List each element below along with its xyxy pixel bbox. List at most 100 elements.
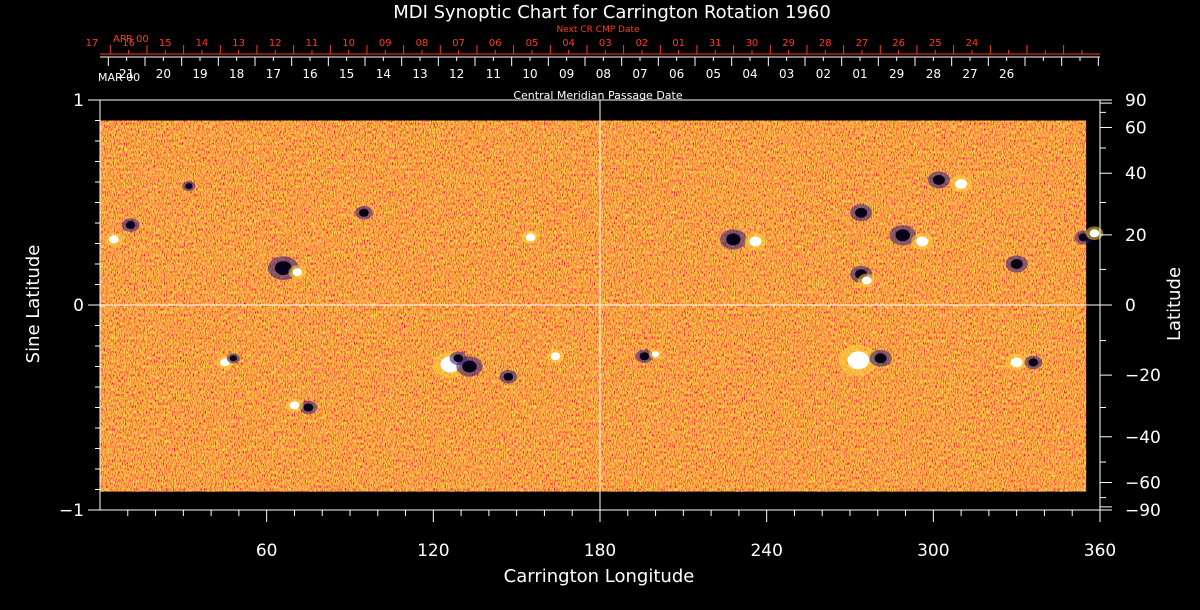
region-core	[274, 261, 292, 276]
next_axis-date-label: 02	[636, 38, 649, 49]
active-region-positive	[744, 232, 767, 250]
top_axis-date-label: 12	[449, 67, 464, 81]
y-axis-label-left: Sine Latitude	[23, 245, 44, 364]
top_axis-date-label: 17	[266, 67, 281, 81]
x-tick-label: 300	[917, 541, 949, 561]
next_axis-date-label: 26	[892, 38, 905, 49]
y-tick-label-right: −40	[1125, 428, 1161, 448]
y-tick-label-right: −60	[1125, 474, 1161, 494]
active-region-positive	[857, 273, 876, 288]
date-axes: 17 16 15 14 13 12 11 10 09 08 07 06 05 04 03 02 01 31 30 29…	[86, 38, 1100, 81]
y-tick-label-right: 40	[1125, 164, 1147, 184]
x-tick-label: 120	[417, 541, 449, 561]
active-region-positive	[1085, 226, 1104, 241]
active-region-negative	[635, 349, 654, 364]
y-tick-label-left: 1	[73, 91, 84, 111]
active-region-positive	[648, 349, 663, 360]
active-regions	[105, 171, 1104, 415]
region-core	[550, 352, 561, 361]
top_axis-date-label: 21	[119, 67, 134, 81]
region-core	[895, 229, 910, 242]
top_axis-date-label: 09	[559, 67, 574, 81]
next_axis-date-label: 16	[122, 38, 135, 49]
active-region-positive	[1005, 353, 1028, 371]
next_axis-date-label: 03	[599, 38, 612, 49]
top_axis-date-label: 20	[156, 67, 171, 81]
y-tick-label-left: 0	[73, 296, 84, 316]
region-core	[847, 351, 870, 370]
region-core	[874, 353, 887, 364]
top_axis-date-label: 26	[999, 67, 1014, 81]
top_axis-date-label: 27	[962, 67, 977, 81]
x-tick-label: 60	[256, 541, 278, 561]
top_axis-date-label: 06	[669, 67, 684, 81]
active-region-positive	[105, 232, 123, 247]
top_axis-date-label: 14	[376, 67, 391, 81]
region-core	[289, 401, 300, 410]
active-region-negative	[299, 400, 318, 415]
top_axis-date-label: 03	[779, 67, 794, 81]
top_axis-date-label: 10	[522, 67, 537, 81]
region-core	[229, 355, 237, 362]
region-core	[916, 236, 929, 247]
next_axis-date-label: 07	[452, 38, 465, 49]
next_axis-date-label: 14	[196, 38, 209, 49]
active-region-negative	[355, 205, 373, 220]
y-tick-label-left: −1	[59, 501, 84, 521]
y-tick-label-right: −20	[1125, 366, 1161, 386]
active-region-positive	[285, 398, 304, 413]
top_axis-date-label: 01	[852, 67, 867, 81]
top_axis-date-label: 19	[192, 67, 207, 81]
next_axis-date-label: 15	[159, 38, 172, 49]
next_axis-date-label: 08	[416, 38, 429, 49]
active-region-negative	[869, 349, 892, 367]
next_axis-date-label: 25	[929, 38, 942, 49]
next_axis-date-label: 06	[489, 38, 502, 49]
top_axis-date-label: 15	[339, 67, 354, 81]
next_axis-date-label: 13	[232, 38, 245, 49]
active-region-negative	[121, 218, 140, 232]
region-core	[125, 221, 136, 230]
active-region-positive	[546, 349, 565, 364]
next_axis-date-label: 04	[562, 38, 575, 49]
top_axis-date-label: 07	[632, 67, 647, 81]
top_axis-date-label: 13	[412, 67, 427, 81]
y-tick-label-right: 0	[1125, 296, 1136, 316]
region-core	[1010, 259, 1023, 269]
top_axis-date-label: 08	[596, 67, 611, 81]
active-region-negative	[720, 229, 747, 250]
region-core	[503, 372, 514, 381]
y-tick-label-right: 60	[1125, 118, 1147, 138]
next-cr-axis-label: Next CR CMP Date	[556, 25, 640, 35]
active-region-positive	[911, 232, 934, 250]
active-region-negative	[889, 225, 916, 246]
top_axis-date-label: 11	[486, 67, 501, 81]
region-core	[855, 207, 868, 218]
region-core	[109, 235, 119, 244]
active-region-positive	[838, 345, 879, 376]
region-core	[651, 351, 660, 358]
next_axis-date-label: 31	[709, 38, 722, 49]
next_axis-date-label: 28	[819, 38, 832, 49]
region-core	[639, 352, 650, 361]
next-cr-start-month: APR 00	[113, 34, 149, 45]
next_axis-date-label: 11	[306, 38, 319, 49]
top_axis-date-label: 02	[816, 67, 831, 81]
region-core	[462, 360, 477, 373]
y-tick-label-right: 20	[1125, 226, 1147, 246]
region-core	[1089, 229, 1100, 238]
active-region-negative	[499, 369, 518, 384]
y-tick-label-right: 90	[1125, 91, 1147, 111]
region-core	[1010, 357, 1023, 368]
top_axis-date-label: 28	[926, 67, 941, 81]
region-core	[359, 208, 369, 217]
next_axis-date-label: 27	[856, 38, 869, 49]
next_axis-date-label: 05	[526, 38, 539, 49]
x-tick-label: 240	[750, 541, 782, 561]
active-region-negative	[182, 181, 196, 192]
field-speckle	[100, 120, 1087, 492]
top_axis-date-label: 18	[229, 67, 244, 81]
region-core	[185, 183, 193, 190]
region-core	[525, 233, 536, 242]
